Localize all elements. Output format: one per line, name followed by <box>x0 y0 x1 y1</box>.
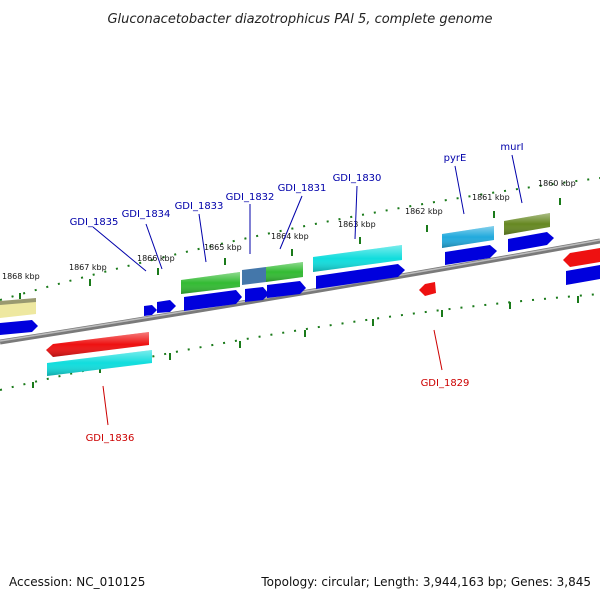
shading <box>266 262 303 282</box>
gene-label[interactable]: GDI_1835 <box>70 217 119 228</box>
gene-label[interactable]: pyrE <box>444 153 467 164</box>
cds-arrow <box>316 264 405 289</box>
callout-line <box>279 195 303 250</box>
shading <box>504 213 550 235</box>
feature-yellow <box>0 301 36 318</box>
scale-label: 1861 kbp <box>472 193 510 202</box>
feature-red <box>563 248 600 267</box>
genome-summary-text: Topology: circular; Length: 3,944,163 bp… <box>260 575 591 589</box>
cds-arrow <box>144 305 157 316</box>
scale-label: 1867 kbp <box>69 263 107 272</box>
upper-scale <box>0 177 600 301</box>
gene-label[interactable]: GDI_1834 <box>122 209 171 220</box>
upper-scale-arc <box>0 177 600 301</box>
scale-label: 1865 kbp <box>204 243 242 252</box>
cds-arrow <box>566 265 600 285</box>
scale-label: 1868 kbp <box>2 272 40 281</box>
scale-label: 1864 kbp <box>271 232 309 241</box>
shading <box>181 272 240 294</box>
cds-arrow <box>508 232 554 252</box>
callout-line <box>354 185 358 240</box>
shading <box>313 245 402 272</box>
shading <box>442 226 494 248</box>
callout-line <box>454 165 465 215</box>
cds-arrow <box>445 245 497 265</box>
forward-gene-labels <box>92 154 523 272</box>
gene-label[interactable]: GDI_1830 <box>333 173 382 184</box>
shading <box>46 332 149 357</box>
gene-label[interactable]: GDI_1833 <box>175 201 224 212</box>
gene-label[interactable]: GDI_1829 <box>421 378 470 389</box>
callout-line <box>92 226 147 272</box>
reverse-gene-label-text: GDI_1836 GDI_1829 <box>86 378 470 444</box>
cds-arrow <box>157 300 176 313</box>
feature-yellow-edge <box>0 298 36 305</box>
gene-label[interactable]: GDI_1832 <box>226 192 275 203</box>
gene-label[interactable]: murI <box>500 142 523 153</box>
scale-label: 1866 kbp <box>137 254 175 263</box>
gene-label[interactable]: GDI_1836 <box>86 433 135 444</box>
callout-line <box>511 154 523 204</box>
callout-line <box>102 385 109 426</box>
cds-arrow <box>184 290 242 311</box>
feature-shading <box>46 213 550 376</box>
accession-text: Accession: NC_010125 <box>9 575 145 589</box>
lower-scale <box>0 293 600 391</box>
scale-label: 1863 kbp <box>338 220 376 229</box>
cds-arrow <box>245 287 269 302</box>
callout-line <box>433 329 443 371</box>
scale-label: 1862 kbp <box>405 207 443 216</box>
map-title: Gluconacetobacter diazotrophicus PAl 5, … <box>107 12 492 27</box>
feature-steel <box>242 267 266 285</box>
callout-line <box>145 223 163 270</box>
reverse-gene-labels <box>102 329 443 426</box>
shading <box>47 350 152 376</box>
gene-label[interactable]: GDI_1831 <box>278 183 327 194</box>
feature-red <box>419 282 436 296</box>
forward-gene-label-text: GDI_1835 GDI_1834 GDI_1833 GDI_1832 GDI_… <box>70 142 524 228</box>
cds-arrow <box>0 320 38 335</box>
cds-arrow <box>267 281 306 298</box>
scale-labels: 1868 kbp 1867 kbp 1866 kbp 1865 kbp 1864… <box>2 179 576 281</box>
scale-label: 1860 kbp <box>538 179 576 188</box>
callout-line <box>198 213 207 263</box>
